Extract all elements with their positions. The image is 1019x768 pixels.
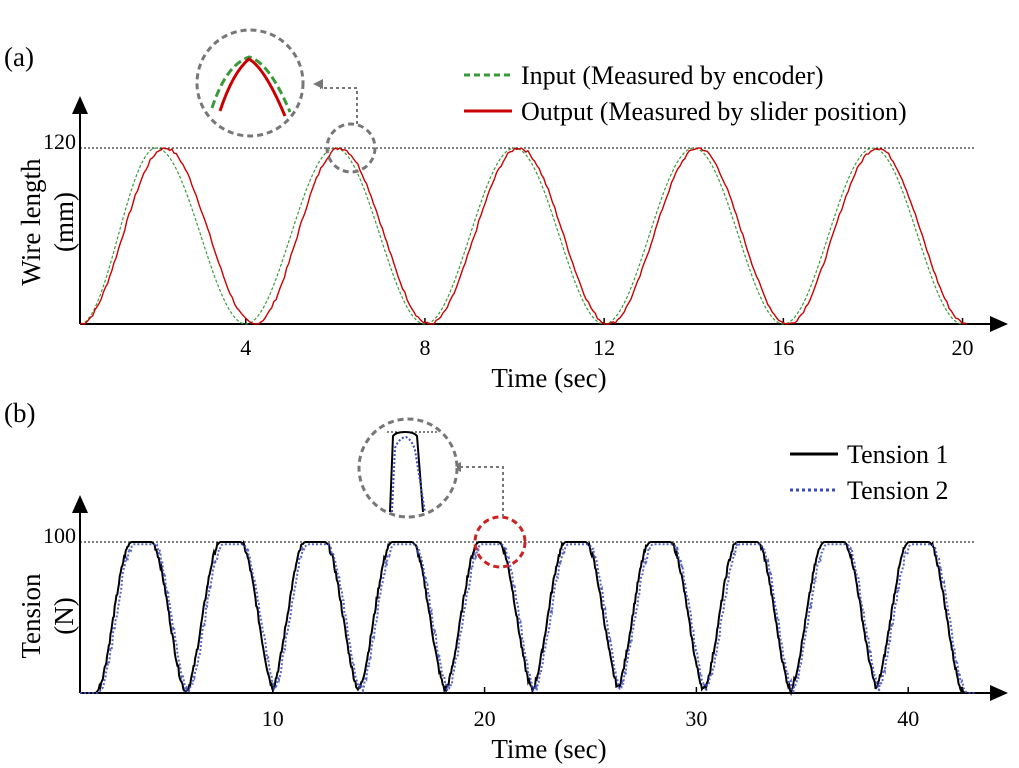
panel-a-y-tick-label: 120: [43, 129, 76, 154]
panel-a-y-axis-title-line1: Wire length: [16, 158, 46, 286]
panel-b-ticks: 10 20 30 40 100: [43, 523, 919, 731]
tension2-series-line: [80, 541, 976, 694]
zoom-target-circle: [325, 122, 377, 174]
zoom-input-curve: [210, 55, 292, 113]
panel-b-x-tick-label: 20: [474, 706, 496, 731]
panel-b: (b) 10 20 30 40 100 Time (sec) Tension (N) T…: [4, 398, 1008, 764]
panel-b-y-axis-title-line1: Tension: [16, 573, 46, 659]
panel-b-zoom-callout: [357, 417, 527, 569]
legend-tension2-label: Tension 2: [847, 476, 948, 505]
panel-b-y-axis-title-line2: (N): [49, 597, 79, 634]
panel-a-x-tick-label: 20: [952, 335, 974, 360]
tension1-series-line: [80, 540, 976, 697]
zoom-tension1-curve: [389, 430, 424, 513]
legend-tension1-label: Tension 1: [847, 440, 948, 469]
panel-a: (a) 4 8 12 16 20 120 Time (sec) Wire length (…: [4, 28, 1008, 393]
panel-a-series: [80, 147, 968, 325]
zoom-output-curve: [218, 57, 287, 117]
panel-a-x-tick-label: 8: [419, 335, 430, 360]
zoom-tension2-curve: [391, 435, 426, 513]
zoom-connector-arrowhead: [313, 79, 323, 89]
zoom-magnifier-circle: [357, 417, 459, 519]
panel-a-y-axis-title-line2: (mm): [49, 192, 79, 252]
panel-a-x-tick-label: 12: [593, 335, 615, 360]
panel-b-x-axis-title: Time (sec): [491, 734, 606, 764]
zoom-connector: [320, 87, 358, 124]
panel-b-y-tick-label: 100: [43, 523, 76, 548]
panel-b-label: (b): [4, 398, 35, 428]
panel-a-legend: Input (Measured by encoder) Output (Meas…: [464, 61, 907, 126]
panel-b-series: [80, 540, 976, 697]
zoom-target-circle: [473, 515, 527, 569]
panel-a-x-axis-title: Time (sec): [491, 363, 606, 393]
panel-b-legend: Tension 1 Tension 2: [790, 440, 948, 505]
panel-b-y-axis-title: Tension (N): [16, 573, 79, 659]
zoom-connector: [458, 466, 504, 517]
legend-input-label: Input (Measured by encoder): [521, 61, 824, 90]
panel-a-x-tick-label: 16: [772, 335, 794, 360]
panel-a-ticks: 4 8 12 16 20 120: [43, 129, 974, 360]
panel-a-x-tick-label: 4: [240, 335, 251, 360]
legend-output-label: Output (Measured by slider position): [521, 97, 907, 126]
panel-b-x-tick-label: 30: [685, 706, 707, 731]
panel-b-x-tick-label: 40: [897, 706, 919, 731]
input-series-line: [80, 147, 963, 325]
panel-a-label: (a): [4, 42, 34, 72]
output-series-line: [80, 147, 968, 325]
zoom-magnifier-circle: [195, 28, 305, 138]
panel-b-x-tick-label: 10: [262, 706, 284, 731]
panel-a-zoom-callout: [195, 28, 377, 174]
panel-a-y-axis-title: Wire length (mm): [16, 158, 79, 286]
